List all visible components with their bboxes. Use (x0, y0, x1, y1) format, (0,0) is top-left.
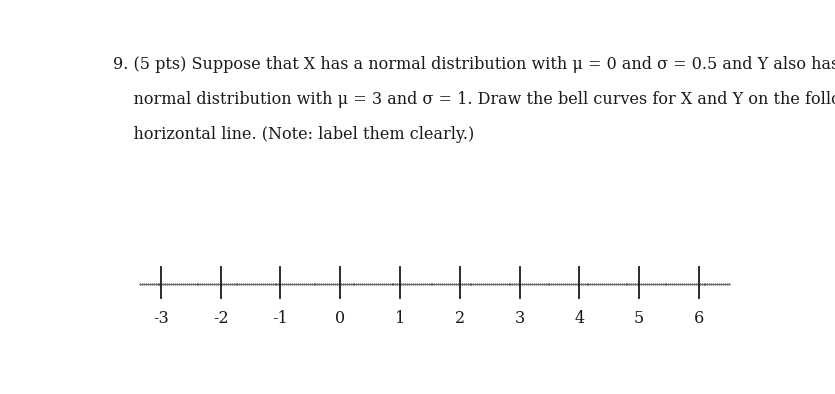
Text: 5: 5 (634, 310, 645, 327)
Text: 1: 1 (395, 310, 405, 327)
Text: 4: 4 (574, 310, 584, 327)
Text: horizontal line. (Note: label them clearly.): horizontal line. (Note: label them clear… (113, 126, 474, 143)
Text: 3: 3 (514, 310, 524, 327)
Text: -3: -3 (153, 310, 169, 327)
Text: 6: 6 (694, 310, 704, 327)
Text: 9. (5 pts) Suppose that X has a normal distribution with μ = 0 and σ = 0.5 and Y: 9. (5 pts) Suppose that X has a normal d… (113, 56, 835, 73)
Text: -2: -2 (213, 310, 229, 327)
Text: 0: 0 (335, 310, 346, 327)
Text: normal distribution with μ = 3 and σ = 1. Draw the bell curves for X and Y on th: normal distribution with μ = 3 and σ = 1… (113, 91, 835, 108)
Text: -1: -1 (272, 310, 288, 327)
Text: 2: 2 (455, 310, 465, 327)
